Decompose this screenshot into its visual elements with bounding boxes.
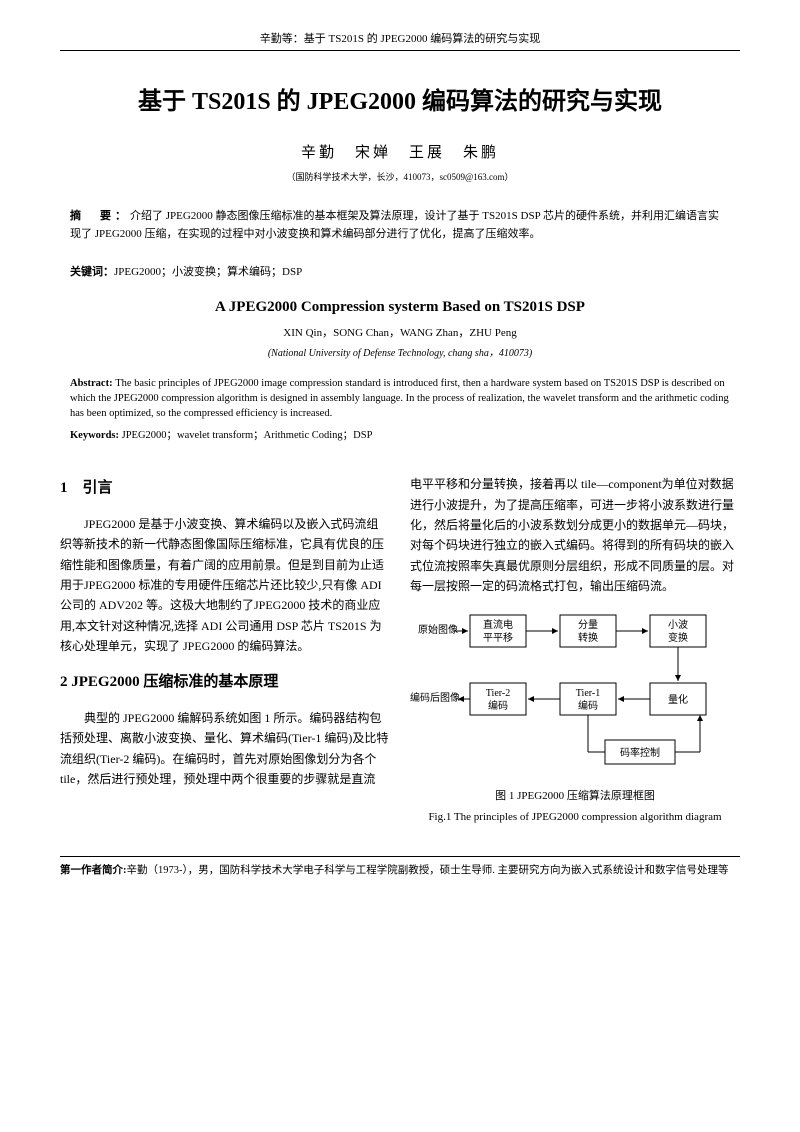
svg-text:量化: 量化 — [668, 693, 688, 706]
right-column: 电平平移和分量转换，接着再以 tile—component为单位对数据进行小波提… — [410, 462, 740, 826]
authors-cn: 辛勤 宋婵 王展 朱鹏 — [60, 141, 740, 162]
keywords-label-en: Keywords: — [70, 430, 122, 441]
svg-text:原始图像: 原始图像 — [418, 623, 458, 636]
keywords-cn: 关键词：JPEG2000；小波变换；算术编码；DSP — [70, 263, 730, 279]
svg-text:码率控制: 码率控制 — [620, 746, 660, 759]
author-bio-text: 辛勤（1973-），男，国防科学技术大学电子科学与工程学院副教授，硕士生导师. … — [127, 865, 729, 876]
svg-text:Tier-2: Tier-2 — [486, 688, 510, 699]
title-cn: 基于 TS201S 的 JPEG2000 编码算法的研究与实现 — [60, 81, 740, 116]
title-en: A JPEG2000 Compression systerm Based on … — [60, 299, 740, 316]
svg-text:分量: 分量 — [578, 619, 598, 631]
keywords-en: Keywords: JPEG2000；wavelet transform；Ari… — [70, 427, 730, 442]
abstract-cn: 摘 要：介绍了 JPEG2000 静态图像压缩标准的基本框架及算法原理，设计了基… — [70, 208, 730, 243]
running-header: 辛勤等：基于 TS201S 的 JPEG2000 编码算法的研究与实现 — [60, 30, 740, 51]
svg-text:平平移: 平平移 — [483, 631, 513, 644]
svg-text:编码: 编码 — [488, 699, 508, 712]
abstract-label-cn: 摘 要： — [70, 210, 130, 222]
section-2-paragraph: 典型的 JPEG2000 编解码系统如图 1 所示。编码器结构包括预处理、离散小… — [60, 708, 390, 790]
figure-1-diagram: 直流电 平平移 分量 转换 小波 变换 Tier-2 编码 Tier-1 编码 — [410, 605, 740, 781]
abstract-text-en: The basic principles of JPEG2000 image c… — [70, 378, 729, 418]
svg-text:变换: 变换 — [668, 631, 688, 644]
abstract-en: Abstract: The basic principles of JPEG20… — [70, 377, 730, 421]
authors-en: XIN Qin，SONG Chan，WANG Zhan，ZHU Peng — [60, 324, 740, 340]
affiliation-cn: （国防科学技术大学，长沙，410073，sc0509@163.com） — [60, 170, 740, 183]
section-1-paragraph: JPEG2000 是基于小波变换、算术编码以及嵌入式码流组织等新技术的新一代静态… — [60, 514, 390, 657]
figure-1-caption-cn: 图 1 JPEG2000 压缩算法原理框图 — [410, 787, 740, 806]
section-2-heading: 2 JPEG2000 压缩标准的基本原理 — [60, 670, 390, 696]
svg-text:转换: 转换 — [578, 631, 598, 644]
svg-text:直流电: 直流电 — [483, 618, 513, 631]
abstract-label-en: Abstract: — [70, 378, 115, 389]
affiliation-en: (National University of Defense Technolo… — [60, 344, 740, 359]
keywords-text-en: JPEG2000；wavelet transform；Arithmetic Co… — [122, 430, 373, 441]
svg-text:小波: 小波 — [668, 618, 688, 631]
left-column: 1 引言 JPEG2000 是基于小波变换、算术编码以及嵌入式码流组织等新技术的… — [60, 462, 390, 826]
abstract-text-cn: 介绍了 JPEG2000 静态图像压缩标准的基本框架及算法原理，设计了基于 TS… — [70, 210, 719, 240]
svg-text:编码后图像: 编码后图像 — [410, 691, 460, 704]
right-column-paragraph: 电平平移和分量转换，接着再以 tile—component为单位对数据进行小波提… — [410, 474, 740, 596]
author-bio-footer: 第一作者简介:辛勤（1973-），男，国防科学技术大学电子科学与工程学院副教授，… — [60, 856, 740, 879]
svg-text:Tier-1: Tier-1 — [576, 688, 600, 699]
section-1-heading: 1 引言 — [60, 476, 390, 502]
author-bio-label: 第一作者简介: — [60, 865, 127, 876]
svg-text:编码: 编码 — [578, 699, 598, 712]
keywords-label-cn: 关键词： — [70, 266, 114, 278]
figure-1-caption-en: Fig.1 The principles of JPEG2000 compres… — [410, 808, 740, 827]
keywords-text-cn: JPEG2000；小波变换；算术编码；DSP — [114, 266, 302, 278]
